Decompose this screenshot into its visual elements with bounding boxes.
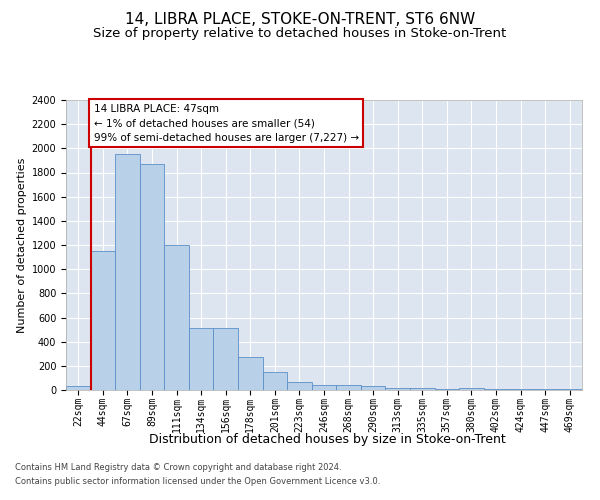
Bar [336,385,361,390]
Bar [557,389,582,390]
Bar [508,388,533,390]
Bar [312,385,336,390]
Bar [434,389,459,390]
Bar [533,389,557,390]
Bar [385,388,410,390]
Y-axis label: Number of detached properties: Number of detached properties [17,158,28,332]
Bar [410,388,434,390]
Text: 14 LIBRA PLACE: 47sqm
← 1% of detached houses are smaller (54)
99% of semi-detac: 14 LIBRA PLACE: 47sqm ← 1% of detached h… [94,104,359,143]
Bar [66,386,91,390]
Text: 14, LIBRA PLACE, STOKE-ON-TRENT, ST6 6NW: 14, LIBRA PLACE, STOKE-ON-TRENT, ST6 6NW [125,12,475,28]
Bar [189,328,214,390]
Text: Contains HM Land Registry data © Crown copyright and database right 2024.: Contains HM Land Registry data © Crown c… [15,464,341,472]
Text: Distribution of detached houses by size in Stoke-on-Trent: Distribution of detached houses by size … [149,432,505,446]
Bar [263,372,287,390]
Bar [287,382,312,390]
Bar [214,328,238,390]
Bar [91,251,115,390]
Text: Contains public sector information licensed under the Open Government Licence v3: Contains public sector information licen… [15,477,380,486]
Bar [164,245,189,390]
Bar [140,164,164,390]
Bar [484,388,508,390]
Text: Size of property relative to detached houses in Stoke-on-Trent: Size of property relative to detached ho… [94,28,506,40]
Bar [238,358,263,390]
Bar [459,388,484,390]
Bar [361,386,385,390]
Bar [115,154,140,390]
